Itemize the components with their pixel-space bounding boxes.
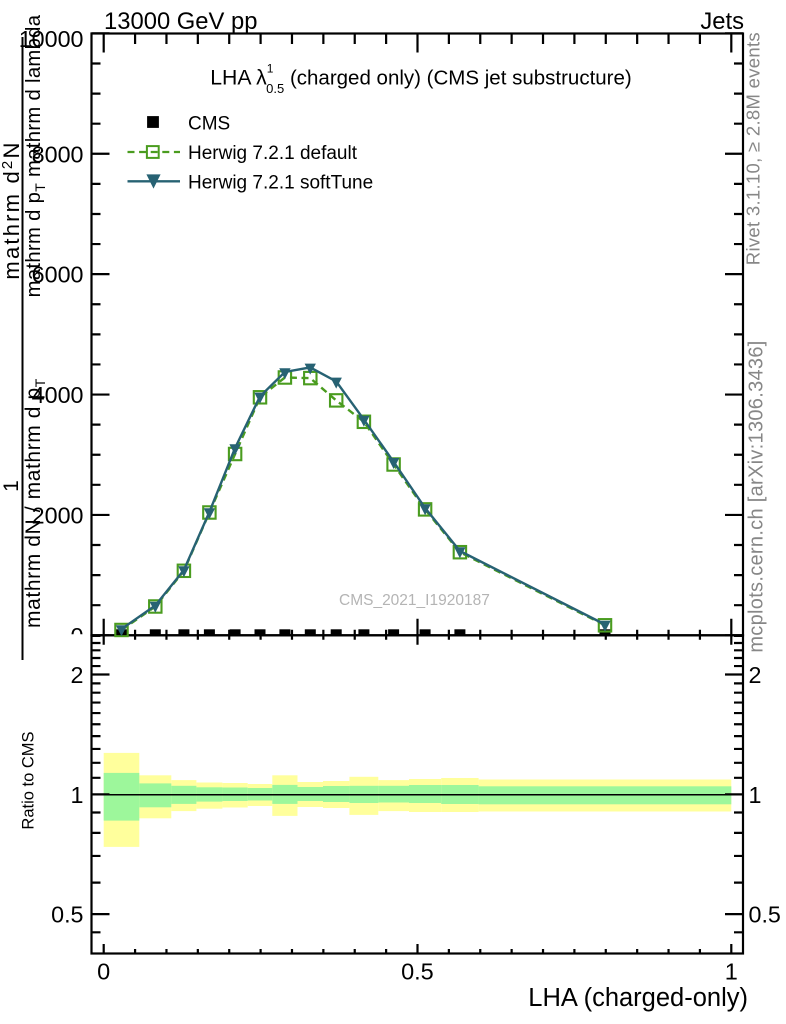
svg-text:Herwig 7.2.1 softTune: Herwig 7.2.1 softTune (188, 172, 373, 193)
svg-text:1: 1 (0, 480, 23, 492)
svg-text:mathrm d pT mathrm d lambda: mathrm d pT mathrm d lambda (23, 14, 48, 297)
svg-text:13000 GeV pp: 13000 GeV pp (104, 8, 257, 35)
svg-text:1: 1 (725, 959, 738, 985)
svg-text:0.5: 0.5 (51, 902, 83, 928)
svg-text:8000: 8000 (32, 141, 84, 167)
svg-text:CMS: CMS (188, 113, 230, 134)
svg-text:2: 2 (749, 662, 762, 688)
svg-text:mathrm d2N: mathrm d2N (0, 140, 24, 279)
svg-text:LHA (charged-only): LHA (charged-only) (528, 984, 748, 1012)
svg-text:1: 1 (749, 782, 762, 808)
svg-text:mathrm dN / mathrm d pT: mathrm dN / mathrm d pT (22, 378, 48, 628)
svg-text:6000: 6000 (32, 262, 84, 288)
svg-text:0.5: 0.5 (401, 959, 434, 985)
svg-text:0.5: 0.5 (749, 902, 781, 928)
svg-text:Herwig 7.2.1 default: Herwig 7.2.1 default (188, 143, 358, 164)
svg-text:1: 1 (71, 782, 84, 808)
svg-text:2: 2 (71, 662, 84, 688)
svg-text:Ratio to CMS: Ratio to CMS (20, 731, 38, 829)
svg-text:mcplots.cern.ch [arXiv:1306.34: mcplots.cern.ch [arXiv:1306.3436] (745, 340, 767, 652)
svg-text:0: 0 (97, 959, 110, 985)
svg-text:10000: 10000 (19, 26, 84, 52)
svg-text:Jets: Jets (700, 8, 744, 35)
svg-text:Rivet 3.1.10, ≥ 2.8M events: Rivet 3.1.10, ≥ 2.8M events (742, 32, 763, 265)
svg-text:CMS_2021_I1920187: CMS_2021_I1920187 (339, 592, 490, 609)
svg-text:2000: 2000 (32, 503, 84, 529)
svg-text:4000: 4000 (32, 382, 84, 408)
svg-text:0: 0 (71, 623, 84, 649)
